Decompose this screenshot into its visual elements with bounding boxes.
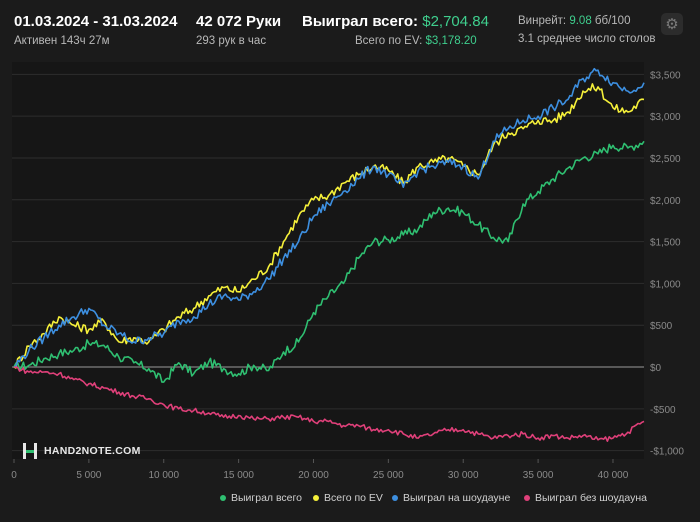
x-tick-label: 30 000 — [448, 470, 479, 481]
won-total-label: Выиграл всего: — [302, 13, 419, 30]
chart-legend: Выиграл всего Всего по EV Выиграл на шоу… — [0, 492, 700, 508]
winrate-label: Винрейт: — [518, 15, 567, 27]
legend-item-won[interactable]: Выиграл всего — [220, 492, 302, 504]
winrate: Винрейт: 9.08 бб/100 — [518, 15, 630, 27]
legend-dot-icon — [220, 495, 226, 501]
legend-label: Выиграл без шоудауна — [535, 492, 647, 504]
legend-item-showdown[interactable]: Выиграл на шоудауне — [392, 492, 510, 504]
legend-item-nonshowdown[interactable]: Выиграл без шоудауна — [524, 492, 647, 504]
date-range: 01.03.2024 - 31.03.2024 — [14, 13, 178, 30]
ev-total-value: $3,178.20 — [425, 35, 477, 47]
legend-dot-icon — [313, 495, 319, 501]
grid-lines — [12, 73, 644, 452]
legend-dot-icon — [392, 495, 398, 501]
x-tick-label: 35 000 — [523, 470, 554, 481]
won-total: Выиграл всего: $2,704.84 — [302, 13, 489, 30]
x-tick-label: 25 000 — [373, 470, 404, 481]
y-tick-label: $3,500 — [650, 70, 681, 81]
stats-header: 01.03.2024 - 31.03.2024 Активен 143ч 27м… — [0, 0, 700, 62]
settings-gear-icon[interactable]: ⚙ — [661, 13, 683, 35]
winrate-value: 9.08 — [569, 15, 592, 27]
x-tick-label: 40 000 — [598, 470, 629, 481]
y-tick-label: $1,000 — [650, 279, 681, 290]
legend-dot-icon — [524, 495, 530, 501]
y-tick-label: $500 — [650, 321, 673, 332]
legend-label: Выиграл на шоудауне — [403, 492, 511, 504]
y-tick-label: $0 — [650, 363, 662, 374]
y-tick-label: -$500 — [650, 405, 676, 416]
y-axis-ticks: $3,500 $3,000 $2,500 $2,000 $1,500 $1,000 $500… — [650, 70, 684, 457]
won-total-value: $2,704.84 — [422, 13, 489, 30]
x-tick-label: 0 — [11, 470, 17, 481]
x-tick-label: 20 000 — [298, 470, 329, 481]
legend-label: Всего по EV — [324, 492, 383, 504]
avg-tables: 3.1 среднее число столов — [518, 33, 656, 45]
legend-label: Выиграл всего — [231, 492, 302, 504]
hand2note-logo: HAND2NOTE.COM — [22, 441, 141, 461]
y-tick-label: -$1,000 — [650, 447, 684, 458]
winrate-unit: бб/100 — [594, 15, 631, 27]
series-line-ev — [13, 83, 645, 369]
y-tick-label: $3,000 — [650, 112, 681, 123]
x-tick-label: 15 000 — [223, 470, 254, 481]
plot-area — [12, 62, 644, 459]
x-axis-ticks: 0 5 000 10 000 15 000 20 000 25 000 30 000 35 0… — [11, 459, 629, 481]
active-time: Активен 143ч 27м — [14, 35, 110, 47]
graph-chart: $3,500 $3,000 $2,500 $2,000 $1,500 $1,000 $500… — [11, 62, 684, 481]
series-line-won — [13, 140, 645, 383]
series-lines — [13, 67, 645, 443]
y-tick-label: $2,000 — [650, 196, 681, 207]
series-line-nonshowdown — [13, 366, 645, 443]
hands-count: 42 072 Руки — [196, 13, 282, 30]
y-tick-label: $1,500 — [650, 238, 681, 249]
x-tick-label: 10 000 — [148, 470, 179, 481]
legend-item-ev[interactable]: Всего по EV — [313, 492, 383, 504]
y-tick-label: $2,500 — [650, 154, 681, 165]
ev-total: Всего по EV: $3,178.20 — [355, 35, 477, 47]
series-line-showdown — [13, 67, 645, 368]
hands-per-hour: 293 рук в час — [196, 35, 267, 47]
h2n-logo-icon — [23, 443, 37, 459]
logo-text: HAND2NOTE.COM — [44, 445, 141, 457]
x-tick-label: 5 000 — [76, 470, 101, 481]
ev-total-label: Всего по EV: — [355, 35, 423, 47]
